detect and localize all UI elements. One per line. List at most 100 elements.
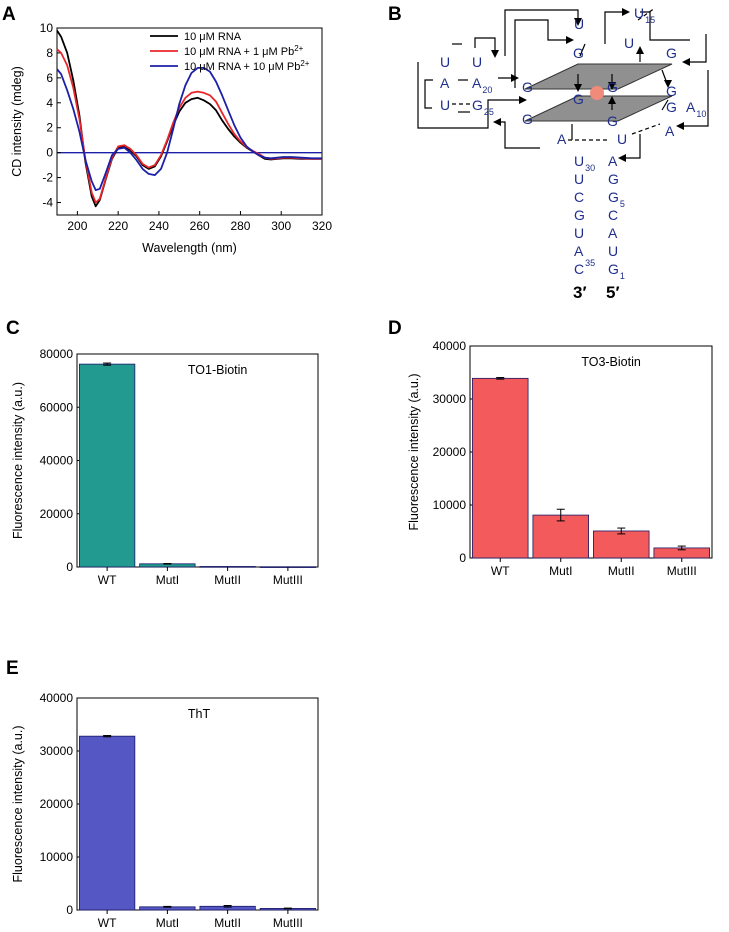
y-axis-title: Fluorescence intensity (a.u.) <box>11 725 25 882</box>
nt-g-red: G <box>607 79 618 95</box>
legend-label-1: 10 μM RNA <box>184 31 242 43</box>
x-tick-label: 240 <box>149 219 169 233</box>
five-prime-end-label: 5′ <box>606 283 620 302</box>
nt-u-right2: U <box>624 35 634 51</box>
x-tick-label: MutI <box>156 573 179 587</box>
nt-a-center: A <box>557 131 567 147</box>
y-tick-label: 30000 <box>40 744 74 758</box>
nt-g-stem2: G <box>608 171 619 187</box>
nt-u-top: U <box>574 16 584 32</box>
arrowheads <box>491 8 690 162</box>
nt-c35: C35 <box>574 258 595 277</box>
y-tick-label: -2 <box>42 171 53 185</box>
x-tick-label: 320 <box>312 219 332 233</box>
bar-wt <box>79 735 136 911</box>
y-axis-title: Fluorescence intensity (a.u.) <box>11 382 25 539</box>
y-tick-label: 80000 <box>40 347 74 361</box>
panel-label-e: E <box>6 658 19 679</box>
to3-biotin-bar-chart: 0 10000 20000 30000 40000 WT MutI MutII MutIII TO… <box>407 339 713 578</box>
nt-g-mid1: G <box>522 79 533 95</box>
to1-biotin-bar-chart: 0 20000 40000 60000 80000 WT MutI MutII MutIII TO… <box>11 347 319 587</box>
x-tick-label: 260 <box>190 219 210 233</box>
y-tick-label: 0 <box>66 560 73 574</box>
g-tetrad-top <box>524 63 673 90</box>
y-tick-label: 2 <box>46 121 53 135</box>
y-tick-label: -4 <box>42 196 53 210</box>
y-tick-label: 10000 <box>433 498 467 512</box>
panel-label-b: B <box>388 4 402 25</box>
strand-connections <box>417 9 709 159</box>
nt-g-mid3: G <box>666 83 677 99</box>
y-tick-label: 20000 <box>40 507 74 521</box>
nt-u-stem2: U <box>574 171 584 187</box>
nt-g-mid4: G <box>522 111 533 127</box>
x-tick-label: MutII <box>214 573 241 587</box>
y-tick-label: 10 <box>40 21 54 35</box>
x-tick-label: MutI <box>156 916 179 930</box>
legend-label-3: 10 μM RNA + 10 μM Pb2+ <box>184 59 310 73</box>
nt-g1: G1 <box>608 261 625 281</box>
nt-g-top2: G <box>666 45 677 61</box>
panel-label-d: D <box>388 318 402 339</box>
series-line-3 <box>56 67 322 192</box>
x-tick-label: MutI <box>549 564 572 578</box>
nt-a-stem6: A <box>574 243 584 259</box>
g-tetrad-bottom <box>524 95 673 122</box>
nt-a-right: A <box>665 123 675 139</box>
y-tick-label: 60000 <box>40 400 74 414</box>
panel-label-a: A <box>2 4 16 25</box>
x-tick-label: MutII <box>214 916 241 930</box>
x-tick-label: 200 <box>67 219 87 233</box>
nt-a10: A10 <box>686 99 706 119</box>
nt-g-top1: G <box>573 45 584 61</box>
chart-title: ThT <box>188 707 211 721</box>
y-tick-label: 20000 <box>433 445 467 459</box>
nt-u15: U15 <box>634 5 655 25</box>
bar-wt <box>79 363 136 568</box>
x-tick-label: 280 <box>230 219 250 233</box>
bar-muti <box>532 514 589 559</box>
x-tick-label: MutIII <box>273 916 303 930</box>
y-tick-label: 0 <box>66 903 73 917</box>
nt-g-mid5: G <box>666 99 677 115</box>
nt-g5: G5 <box>608 189 625 209</box>
nt-u-left3: U <box>440 97 450 113</box>
x-tick-label: WT <box>98 916 117 930</box>
nt-c-stem3: C <box>574 189 584 205</box>
y-tick-label: 40000 <box>40 691 74 705</box>
nt-u30: U30 <box>574 153 595 173</box>
plot-frame <box>56 27 323 216</box>
nt-a20: A20 <box>472 75 492 95</box>
nt-u-left2: U <box>472 54 482 70</box>
nt-g-mid2: G <box>573 91 584 107</box>
nt-u-left1: U <box>440 54 450 70</box>
nt-u-center: U <box>617 131 627 147</box>
x-tick-label: WT <box>491 564 510 578</box>
x-tick-label: MutIII <box>273 573 303 587</box>
nt-c-stem4: C <box>608 207 618 223</box>
y-axis-title: CD intensity (mdeg) <box>10 66 24 176</box>
non-canonical-pairs <box>452 7 661 141</box>
g-quadruplex-diagram: U U15 U G G U U A A20 U G25 G G G G G G … <box>417 5 709 302</box>
y-tick-label: 6 <box>46 71 53 85</box>
nt-g-green: G <box>607 113 618 129</box>
series-line-1 <box>56 30 322 208</box>
x-tick-label: MutIII <box>667 564 697 578</box>
nt-g25: G25 <box>472 97 494 117</box>
y-tick-label: 4 <box>46 96 53 110</box>
nt-u-stem5: U <box>574 225 584 241</box>
x-tick-label: WT <box>98 573 117 587</box>
nt-a-stem5: A <box>608 225 618 241</box>
y-tick-label: 10000 <box>40 850 74 864</box>
y-tick-label: 30000 <box>433 392 467 406</box>
y-tick-label: 20000 <box>40 797 74 811</box>
x-tick-label: 300 <box>271 219 291 233</box>
y-tick-label: 8 <box>46 46 53 60</box>
y-axis-title: Fluorescence intensity (a.u.) <box>407 373 421 530</box>
y-tick-label: 40000 <box>40 454 74 468</box>
y-tick-label: 0 <box>459 551 466 565</box>
x-tick-label: 220 <box>108 219 128 233</box>
y-tick-label: 40000 <box>433 339 467 353</box>
nt-a-left: A <box>440 75 450 91</box>
